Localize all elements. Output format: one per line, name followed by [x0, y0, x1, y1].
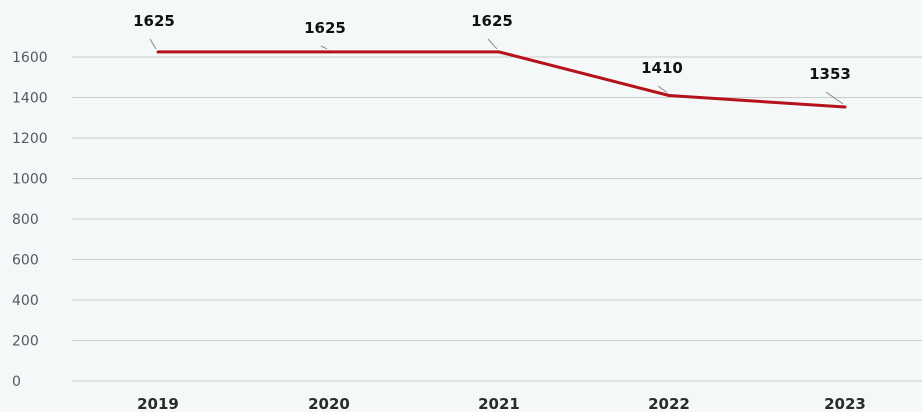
data-label-leader [149, 38, 157, 50]
data-label: 1625 [133, 12, 175, 30]
data-point [327, 50, 331, 54]
x-tick-label: 2019 [137, 395, 179, 412]
data-point [497, 50, 501, 54]
data-label: 1410 [641, 59, 683, 77]
y-tick-label: 1000 [12, 172, 48, 188]
data-point [156, 50, 160, 54]
data-label: 1625 [471, 12, 513, 30]
y-tick-label: 1200 [12, 131, 48, 147]
data-label-leader [320, 45, 328, 50]
x-tick-label: 2023 [824, 395, 866, 412]
x-tick-label: 2022 [648, 395, 690, 412]
data-point [667, 93, 671, 97]
series-line [158, 50, 846, 109]
y-tick-label: 1400 [12, 91, 48, 107]
data-label-leader [825, 91, 844, 105]
data-label: 1625 [304, 19, 346, 37]
y-tick-label: 400 [12, 293, 39, 309]
y-tick-label: 1600 [12, 50, 48, 66]
y-tick-label: 600 [12, 253, 39, 269]
x-tick-label: 2021 [478, 395, 520, 412]
data-label: 1353 [809, 65, 851, 83]
y-tick-label: 0 [12, 374, 21, 390]
y-tick-label: 200 [12, 334, 39, 350]
x-tick-label: 2020 [308, 395, 350, 412]
data-label-leader [487, 38, 498, 50]
y-tick-label: 800 [12, 212, 39, 228]
data-label-leader [657, 85, 668, 93]
data-point [843, 105, 847, 109]
